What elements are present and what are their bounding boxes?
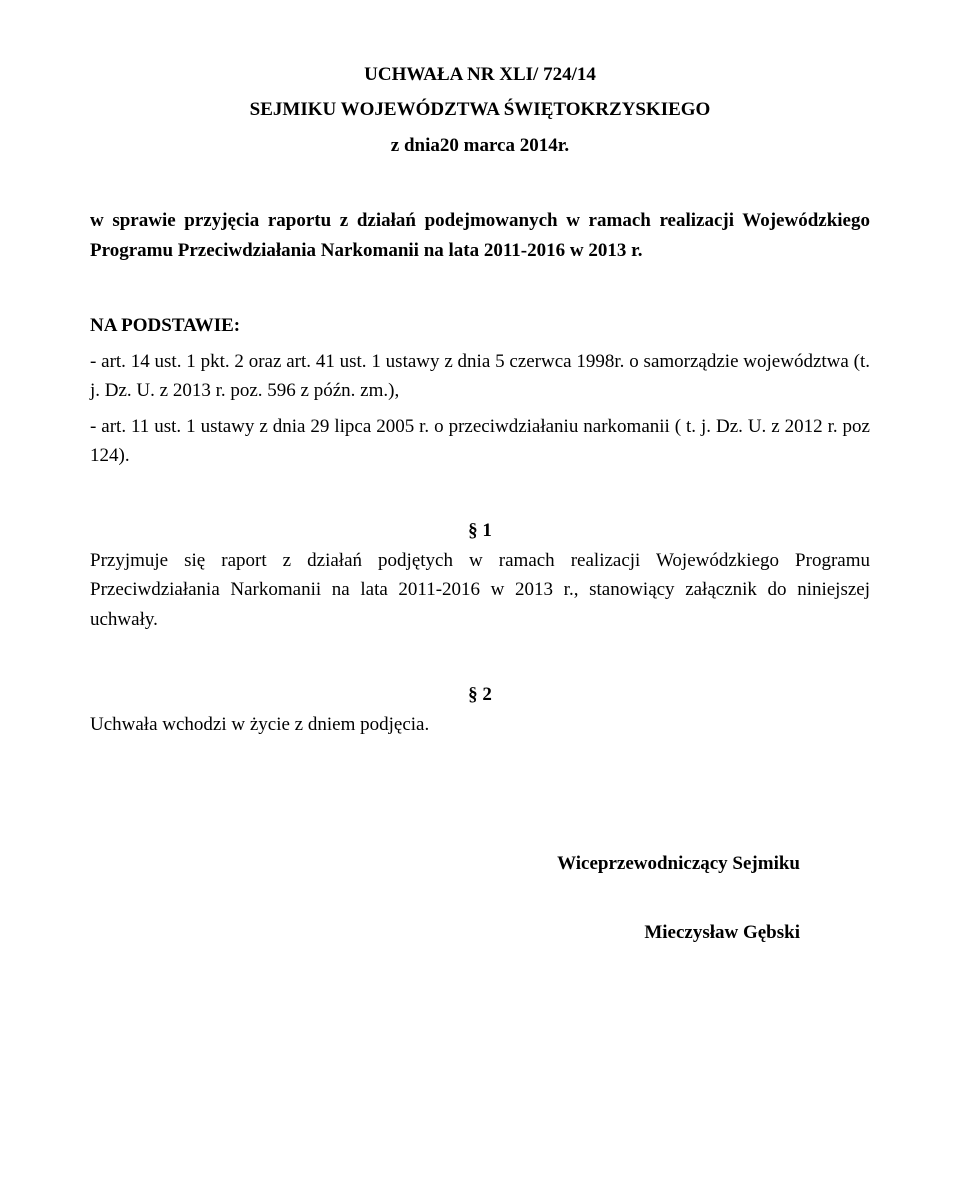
section-1: § 1 Przyjmuje się raport z działań podję… bbox=[90, 516, 870, 634]
section-number: § 2 bbox=[90, 680, 870, 709]
legal-basis-item: - art. 11 ust. 1 ustawy z dnia 29 lipca … bbox=[90, 412, 870, 471]
section-body: Przyjmuje się raport z działań podjętych… bbox=[90, 546, 870, 634]
issuing-body: SEJMIKU WOJEWÓDZTWA ŚWIĘTOKRZYSKIEGO bbox=[90, 95, 870, 124]
signatory-name: Mieczysław Gębski bbox=[90, 918, 800, 947]
legal-basis-heading: NA PODSTAWIE: bbox=[90, 311, 870, 340]
section-2: § 2 Uchwała wchodzi w życie z dniem podj… bbox=[90, 680, 870, 739]
section-body: Uchwała wchodzi w życie z dniem podjęcia… bbox=[90, 710, 870, 739]
resolution-number: UCHWAŁA NR XLI/ 724/14 bbox=[90, 60, 870, 89]
signatory-title: Wiceprzewodniczący Sejmiku bbox=[90, 849, 800, 878]
document-header: UCHWAŁA NR XLI/ 724/14 SEJMIKU WOJEWÓDZT… bbox=[90, 60, 870, 160]
subject-paragraph: w sprawie przyjęcia raportu z działań po… bbox=[90, 206, 870, 265]
legal-basis-item: - art. 14 ust. 1 pkt. 2 oraz art. 41 ust… bbox=[90, 347, 870, 406]
section-number: § 1 bbox=[90, 516, 870, 545]
legal-basis-block: NA PODSTAWIE: - art. 14 ust. 1 pkt. 2 or… bbox=[90, 311, 870, 470]
resolution-date: z dnia20 marca 2014r. bbox=[90, 131, 870, 160]
signature-block: Wiceprzewodniczący Sejmiku Mieczysław Gę… bbox=[90, 849, 870, 948]
